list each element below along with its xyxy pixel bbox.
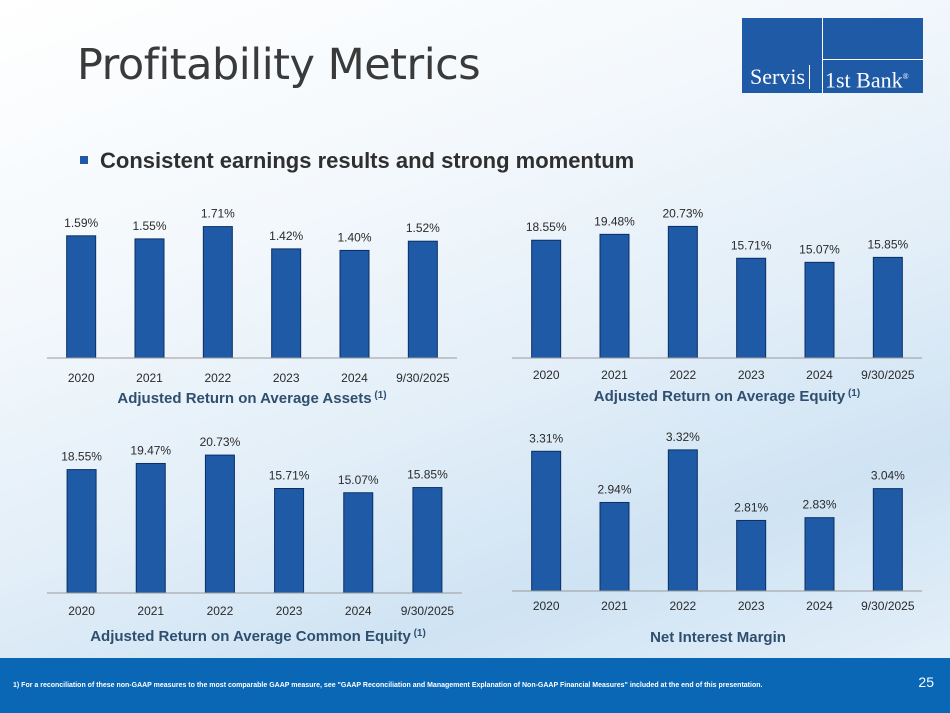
chart-1-bar-5 xyxy=(872,256,903,359)
chart-2-data-label-5: 15.85% xyxy=(407,468,448,482)
chart-1-title: Adjusted Return on Average Equity (1) xyxy=(594,388,860,405)
chart-0-data-label-2: 1.71% xyxy=(201,207,235,221)
chart-2-data-label-1: 19.47% xyxy=(130,443,171,457)
chart-2-title-footnote-ref: (1) xyxy=(411,628,426,639)
chart-2-bar-4 xyxy=(343,492,374,594)
chart-3-category-1: 2021 xyxy=(601,599,628,613)
chart-0-bar-3 xyxy=(271,248,302,359)
chart-1-category-4: 2024 xyxy=(806,368,833,382)
logo-word-servis: Servis xyxy=(750,65,810,89)
chart-3-bar-5 xyxy=(872,488,903,592)
chart-0-category-2: 2022 xyxy=(204,371,231,385)
chart-0-category-4: 2024 xyxy=(341,371,368,385)
bullet-square-icon xyxy=(80,156,88,165)
chart-1-data-label-2: 20.73% xyxy=(662,206,703,220)
chart-3-bar-2 xyxy=(667,449,698,592)
chart-0-data-label-0: 1.59% xyxy=(64,216,98,230)
chart-3-category-0: 2020 xyxy=(533,599,560,613)
chart-0-title: Adjusted Return on Average Assets (1) xyxy=(117,390,386,407)
chart-3-category-4: 2024 xyxy=(806,599,833,613)
chart-0-data-label-3: 1.42% xyxy=(269,229,303,243)
chart-1-data-label-1: 19.48% xyxy=(594,214,635,228)
chart-0-category-5: 9/30/2025 xyxy=(396,371,450,385)
key-point: Consistent earnings results and strong m… xyxy=(80,148,634,174)
chart-2-bar-1 xyxy=(135,462,166,594)
logo-word-bank: 1st Bank® xyxy=(825,67,909,93)
footer-bar: 1) For a reconciliation of these non-GAA… xyxy=(0,658,950,713)
chart-0-data-label-1: 1.55% xyxy=(132,219,166,233)
chart-2-bar-3 xyxy=(274,487,305,594)
chart-2-title-text: Adjusted Return on Average Common Equity xyxy=(90,628,411,645)
chart-1-category-1: 2021 xyxy=(601,368,628,382)
chart-3-data-label-3: 2.81% xyxy=(734,500,768,514)
chart-3-bar-0 xyxy=(531,450,562,592)
chart-0-bar-0 xyxy=(66,235,97,359)
chart-2-data-label-4: 15.07% xyxy=(338,473,379,487)
chart-1-bar-4 xyxy=(804,261,835,359)
chart-3-category-5: 9/30/2025 xyxy=(861,599,915,613)
chart-0-title-text: Adjusted Return on Average Assets xyxy=(117,390,371,407)
chart-3-data-label-1: 2.94% xyxy=(597,482,631,496)
chart-2-title: Adjusted Return on Average Common Equity… xyxy=(90,628,426,645)
chart-2-bar-0 xyxy=(66,469,97,594)
chart-3-data-label-4: 2.83% xyxy=(802,498,836,512)
chart-2-data-label-3: 15.71% xyxy=(269,468,310,482)
chart-0-category-0: 2020 xyxy=(68,371,95,385)
chart-0-category-1: 2021 xyxy=(136,371,163,385)
servisfirst-logo: Servis 1st Bank® xyxy=(742,18,923,93)
chart-2-bar-5 xyxy=(412,487,443,594)
chart-1-bar-2 xyxy=(667,225,698,359)
chart-1-category-3: 2023 xyxy=(738,368,765,382)
chart-2-category-1: 2021 xyxy=(137,604,164,618)
chart-1-bar-1 xyxy=(599,233,630,359)
chart-3-category-3: 2023 xyxy=(738,599,765,613)
chart-2-category-3: 2023 xyxy=(276,604,303,618)
chart-1-bar-3 xyxy=(736,257,767,359)
chart-1-title-footnote-ref: (1) xyxy=(845,388,860,399)
chart-0-data-label-5: 1.52% xyxy=(406,221,440,235)
chart-1-data-label-0: 18.55% xyxy=(526,220,567,234)
chart-2-bar-2 xyxy=(204,454,235,594)
chart-3-title-text: Net Interest Margin xyxy=(650,629,786,646)
chart-3-bar-3 xyxy=(736,519,767,592)
chart-1-data-label-4: 15.07% xyxy=(799,242,840,256)
chart-1-category-2: 2022 xyxy=(669,368,696,382)
logo-box-right xyxy=(823,18,923,60)
chart-0-title-footnote-ref: (1) xyxy=(372,390,387,401)
chart-2-category-5: 9/30/2025 xyxy=(401,604,455,618)
chart-3-bar-1 xyxy=(599,501,630,592)
chart-1-category-5: 9/30/2025 xyxy=(861,368,915,382)
chart-3-data-label-5: 3.04% xyxy=(871,469,905,483)
chart-2-category-2: 2022 xyxy=(207,604,234,618)
chart-3-data-label-2: 3.32% xyxy=(666,430,700,444)
footnote-text: 1) For a reconciliation of these non-GAA… xyxy=(13,682,763,689)
chart-0-bar-2 xyxy=(202,226,233,359)
chart-0-bar-5 xyxy=(407,240,438,359)
chart-2-data-label-2: 20.73% xyxy=(200,435,241,449)
chart-0-bar-1 xyxy=(134,238,165,359)
chart-3-data-label-0: 3.31% xyxy=(529,431,563,445)
chart-1-category-0: 2020 xyxy=(533,368,560,382)
chart-1-bar-0 xyxy=(531,239,562,359)
chart-0-bar-4 xyxy=(339,249,370,359)
page-title: Profitability Metrics xyxy=(77,40,481,90)
chart-1-data-label-3: 15.71% xyxy=(731,238,772,252)
key-point-text: Consistent earnings results and strong m… xyxy=(100,148,635,173)
chart-2-category-4: 2024 xyxy=(345,604,372,618)
chart-3-title: Net Interest Margin xyxy=(650,629,786,646)
chart-0-data-label-4: 1.40% xyxy=(337,230,371,244)
chart-3-bar-4 xyxy=(804,517,835,592)
chart-2-category-0: 2020 xyxy=(68,604,95,618)
chart-0-category-3: 2023 xyxy=(273,371,300,385)
chart-1-data-label-5: 15.85% xyxy=(867,237,908,251)
chart-1-title-text: Adjusted Return on Average Equity xyxy=(594,388,846,405)
chart-2-data-label-0: 18.55% xyxy=(61,450,102,464)
logo-box-left xyxy=(742,18,823,93)
page-number: 25 xyxy=(918,674,934,690)
chart-3-category-2: 2022 xyxy=(669,599,696,613)
